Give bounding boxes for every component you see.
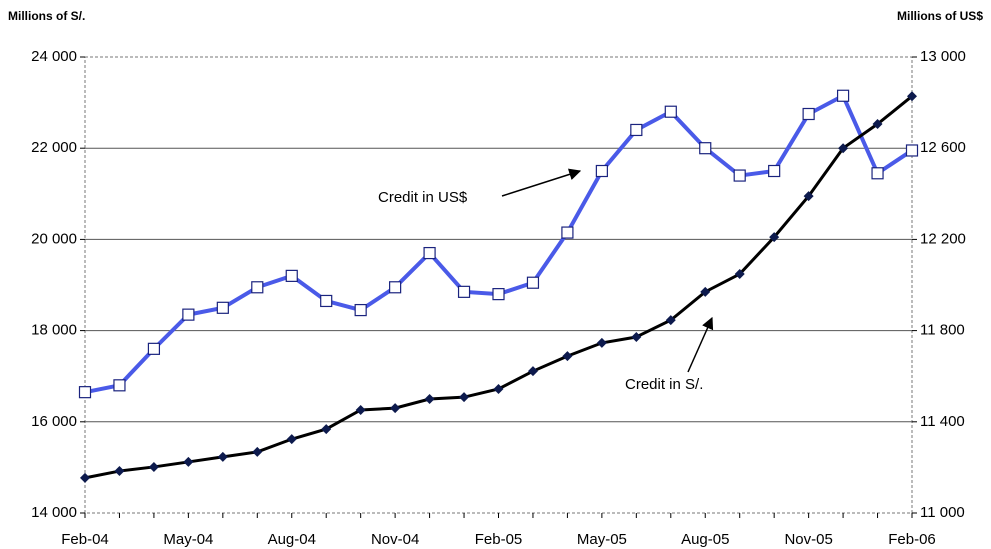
y2-tick-label: 12 600	[920, 139, 966, 156]
x-tick-label: Feb-05	[475, 531, 523, 548]
y2-tick-label: 12 200	[920, 230, 966, 247]
marker	[769, 232, 780, 243]
marker	[321, 424, 332, 435]
marker	[147, 342, 161, 355]
y-tick-label: 18 000	[31, 322, 77, 339]
marker	[733, 169, 746, 182]
marker	[389, 281, 402, 294]
marker	[838, 143, 849, 154]
marker	[459, 392, 470, 403]
y-axis-label: Millions of S/.	[8, 9, 85, 23]
x-tick-label: May-05	[577, 531, 627, 548]
marker	[665, 315, 676, 326]
x-tick-label: Aug-05	[681, 531, 729, 548]
marker	[872, 119, 883, 130]
marker	[114, 466, 125, 477]
y-tick-label: 16 000	[31, 413, 77, 430]
y2-axis-label: Millions of US$	[897, 9, 983, 23]
marker	[113, 379, 126, 392]
marker	[182, 308, 195, 321]
series-line	[84, 92, 914, 395]
marker	[286, 434, 297, 445]
marker	[907, 91, 917, 102]
marker	[390, 403, 401, 414]
marker	[561, 226, 574, 239]
marker	[699, 142, 712, 155]
marker	[631, 331, 642, 342]
marker	[802, 107, 815, 121]
marker	[836, 89, 850, 102]
x-tick-label: Nov-05	[784, 531, 832, 548]
marker	[664, 105, 677, 118]
marker	[423, 246, 436, 260]
marker	[700, 286, 711, 297]
y-tick-label: 24 000	[31, 48, 77, 65]
marker	[871, 167, 884, 180]
y-tick-label: 22 000	[31, 139, 77, 156]
marker	[596, 337, 607, 348]
marker	[595, 164, 608, 178]
marker	[492, 288, 505, 301]
marker	[493, 383, 504, 394]
annotation-arrow	[687, 316, 714, 373]
x-tick-label: Aug-04	[268, 531, 316, 548]
y-tick-label: 20 000	[31, 230, 77, 247]
marker	[803, 191, 814, 202]
marker	[562, 351, 573, 362]
annotation: Credit in US$	[378, 189, 468, 206]
marker	[527, 366, 538, 377]
marker	[320, 294, 333, 308]
annotation: Credit in S/.	[625, 376, 703, 393]
y2-tick-label: 11 400	[920, 413, 965, 430]
x-tick-label: May-04	[163, 531, 213, 548]
marker	[285, 269, 298, 282]
marker	[630, 123, 643, 137]
marker	[355, 404, 366, 415]
y-tick-label: 14 000	[31, 504, 77, 521]
x-tick-label: Feb-04	[61, 531, 109, 548]
marker	[148, 461, 159, 472]
marker	[457, 285, 471, 298]
y2-tick-label: 11 800	[920, 322, 965, 339]
y2-tick-label: 11 000	[920, 504, 965, 521]
y2-tick-label: 13 000	[920, 48, 966, 65]
plot-border	[84, 56, 913, 514]
marker	[78, 386, 92, 399]
marker	[252, 446, 263, 457]
marker	[183, 456, 194, 467]
series-line	[84, 95, 913, 480]
marker	[768, 164, 781, 178]
marker	[734, 269, 745, 280]
marker	[251, 281, 264, 294]
marker	[424, 394, 435, 404]
x-tick-label: Feb-06	[888, 531, 936, 548]
marker	[216, 301, 229, 314]
annotation-arrow	[501, 168, 582, 197]
marker	[80, 472, 90, 483]
marker	[526, 276, 540, 289]
marker	[905, 144, 919, 157]
marker	[354, 303, 367, 317]
marker	[217, 451, 228, 462]
x-tick-label: Nov-04	[371, 531, 419, 548]
